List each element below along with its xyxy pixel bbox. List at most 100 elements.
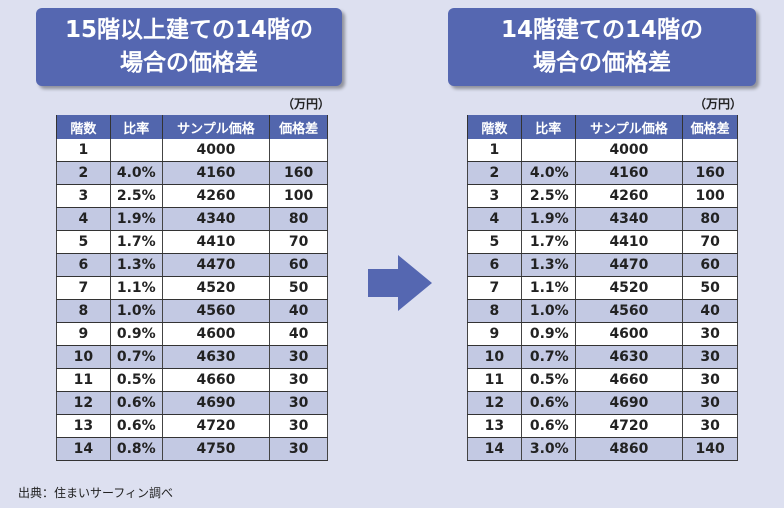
- table-row: 14 3.0% 4860 140: [467, 437, 738, 461]
- column-header: 階数: [56, 115, 111, 139]
- floor-cell: 1: [56, 139, 111, 162]
- floor-cell: 2: [56, 161, 111, 185]
- table-row: 10 0.7% 4630 30: [56, 345, 328, 369]
- diff-cell: 140: [682, 437, 738, 461]
- ratio-cell: 0.7%: [109, 345, 163, 369]
- diff-cell: 30: [269, 391, 328, 415]
- diff-cell: 80: [269, 207, 328, 231]
- ratio-cell: 0.7%: [520, 345, 576, 369]
- floor-cell: 9: [56, 322, 111, 346]
- diff-cell: 30: [682, 414, 738, 438]
- price-cell: 4720: [574, 414, 684, 438]
- price-cell: 4470: [574, 253, 684, 277]
- ratio-cell: 0.6%: [109, 414, 163, 438]
- table-row: 8 1.0% 4560 40: [467, 299, 738, 323]
- ratio-cell: 1.3%: [109, 253, 163, 277]
- ratio-cell: 1.7%: [520, 230, 576, 254]
- diff-cell: 30: [682, 322, 738, 346]
- table-row: 1 4000: [56, 139, 328, 162]
- floor-cell: 13: [467, 414, 522, 438]
- column-header: 価格差: [269, 115, 328, 139]
- table-row: 7 1.1% 4520 50: [467, 276, 738, 300]
- right-arrow-icon: [368, 255, 432, 315]
- diff-cell: 50: [269, 276, 328, 300]
- column-header: 価格差: [682, 115, 738, 139]
- price-cell: 4520: [574, 276, 684, 300]
- floor-cell: 14: [56, 437, 111, 461]
- diff-cell: 60: [269, 253, 328, 277]
- price-cell: 4690: [574, 391, 684, 415]
- price-cell: 4560: [161, 299, 271, 323]
- diff-cell: 30: [682, 368, 738, 392]
- diff-cell: 30: [269, 414, 328, 438]
- price-cell: 4750: [161, 437, 271, 461]
- column-header: 比率: [520, 115, 576, 139]
- table-row: 9 0.9% 4600 30: [467, 322, 738, 346]
- price-cell: 4630: [161, 345, 271, 369]
- ratio-cell: 1.9%: [109, 207, 163, 231]
- table-row: 3 2.5% 4260 100: [467, 184, 738, 208]
- ratio-cell: 3.0%: [520, 437, 576, 461]
- price-cell: 4520: [161, 276, 271, 300]
- diff-cell: 100: [682, 184, 738, 208]
- table-row: 5 1.7% 4410 70: [467, 230, 738, 254]
- left-title: 15階以上建ての14階の 場合の価格差: [36, 8, 342, 86]
- ratio-cell: 0.5%: [109, 368, 163, 392]
- floor-cell: 13: [56, 414, 111, 438]
- price-cell: 4470: [161, 253, 271, 277]
- floor-cell: 3: [56, 184, 111, 208]
- diff-cell: 160: [269, 161, 328, 185]
- ratio-cell: 0.6%: [520, 391, 576, 415]
- right-table-body: 1 4000 2 4.0% 4160 160 3 2.5% 4260 100 4 1.9% 4340 80…: [467, 139, 738, 461]
- diff-cell: 60: [682, 253, 738, 277]
- floor-cell: 3: [467, 184, 522, 208]
- floor-cell: 5: [467, 230, 522, 254]
- floor-cell: 6: [467, 253, 522, 277]
- table-row: 2 4.0% 4160 160: [56, 161, 328, 185]
- ratio-cell: 0.9%: [109, 322, 163, 346]
- price-cell: 4160: [161, 161, 271, 185]
- price-cell: 4690: [161, 391, 271, 415]
- price-cell: 4160: [574, 161, 684, 185]
- ratio-cell: 4.0%: [109, 161, 163, 185]
- ratio-cell: 2.5%: [109, 184, 163, 208]
- diff-cell: 50: [682, 276, 738, 300]
- ratio-cell: 0.5%: [520, 368, 576, 392]
- table-row: 7 1.1% 4520 50: [56, 276, 328, 300]
- table-row: 8 1.0% 4560 40: [56, 299, 328, 323]
- right-title-line2: 場合の価格差: [533, 50, 671, 76]
- floor-cell: 9: [467, 322, 522, 346]
- table-row: 6 1.3% 4470 60: [467, 253, 738, 277]
- table-row: 4 1.9% 4340 80: [467, 207, 738, 231]
- floor-cell: 7: [56, 276, 111, 300]
- diff-cell: 160: [682, 161, 738, 185]
- price-cell: 4860: [574, 437, 684, 461]
- floor-cell: 1: [467, 139, 522, 162]
- diff-cell: 100: [269, 184, 328, 208]
- floor-cell: 12: [467, 391, 522, 415]
- ratio-cell: 0.8%: [109, 437, 163, 461]
- left-title-line1: 15階以上建ての14階の: [64, 17, 313, 43]
- price-cell: 4560: [574, 299, 684, 323]
- price-cell: 4600: [574, 322, 684, 346]
- table-row: 2 4.0% 4160 160: [467, 161, 738, 185]
- ratio-cell: 1.1%: [109, 276, 163, 300]
- floor-cell: 2: [467, 161, 522, 185]
- table-row: 14 0.8% 4750 30: [56, 437, 328, 461]
- price-cell: 4660: [574, 368, 684, 392]
- source-note: 出典：住まいサーフィン調べ: [18, 486, 174, 500]
- table-row: 5 1.7% 4410 70: [56, 230, 328, 254]
- table-row: 12 0.6% 4690 30: [467, 391, 738, 415]
- price-cell: 4630: [574, 345, 684, 369]
- diff-cell: 30: [682, 391, 738, 415]
- price-cell: 4410: [574, 230, 684, 254]
- floor-cell: 7: [467, 276, 522, 300]
- price-cell: 4720: [161, 414, 271, 438]
- left-title-line2: 場合の価格差: [120, 50, 258, 76]
- table-row: 1 4000: [467, 139, 738, 162]
- column-header: 階数: [467, 115, 522, 139]
- ratio-cell: 1.0%: [520, 299, 576, 323]
- ratio-cell: [109, 139, 163, 162]
- ratio-cell: 1.9%: [520, 207, 576, 231]
- ratio-cell: 4.0%: [520, 161, 576, 185]
